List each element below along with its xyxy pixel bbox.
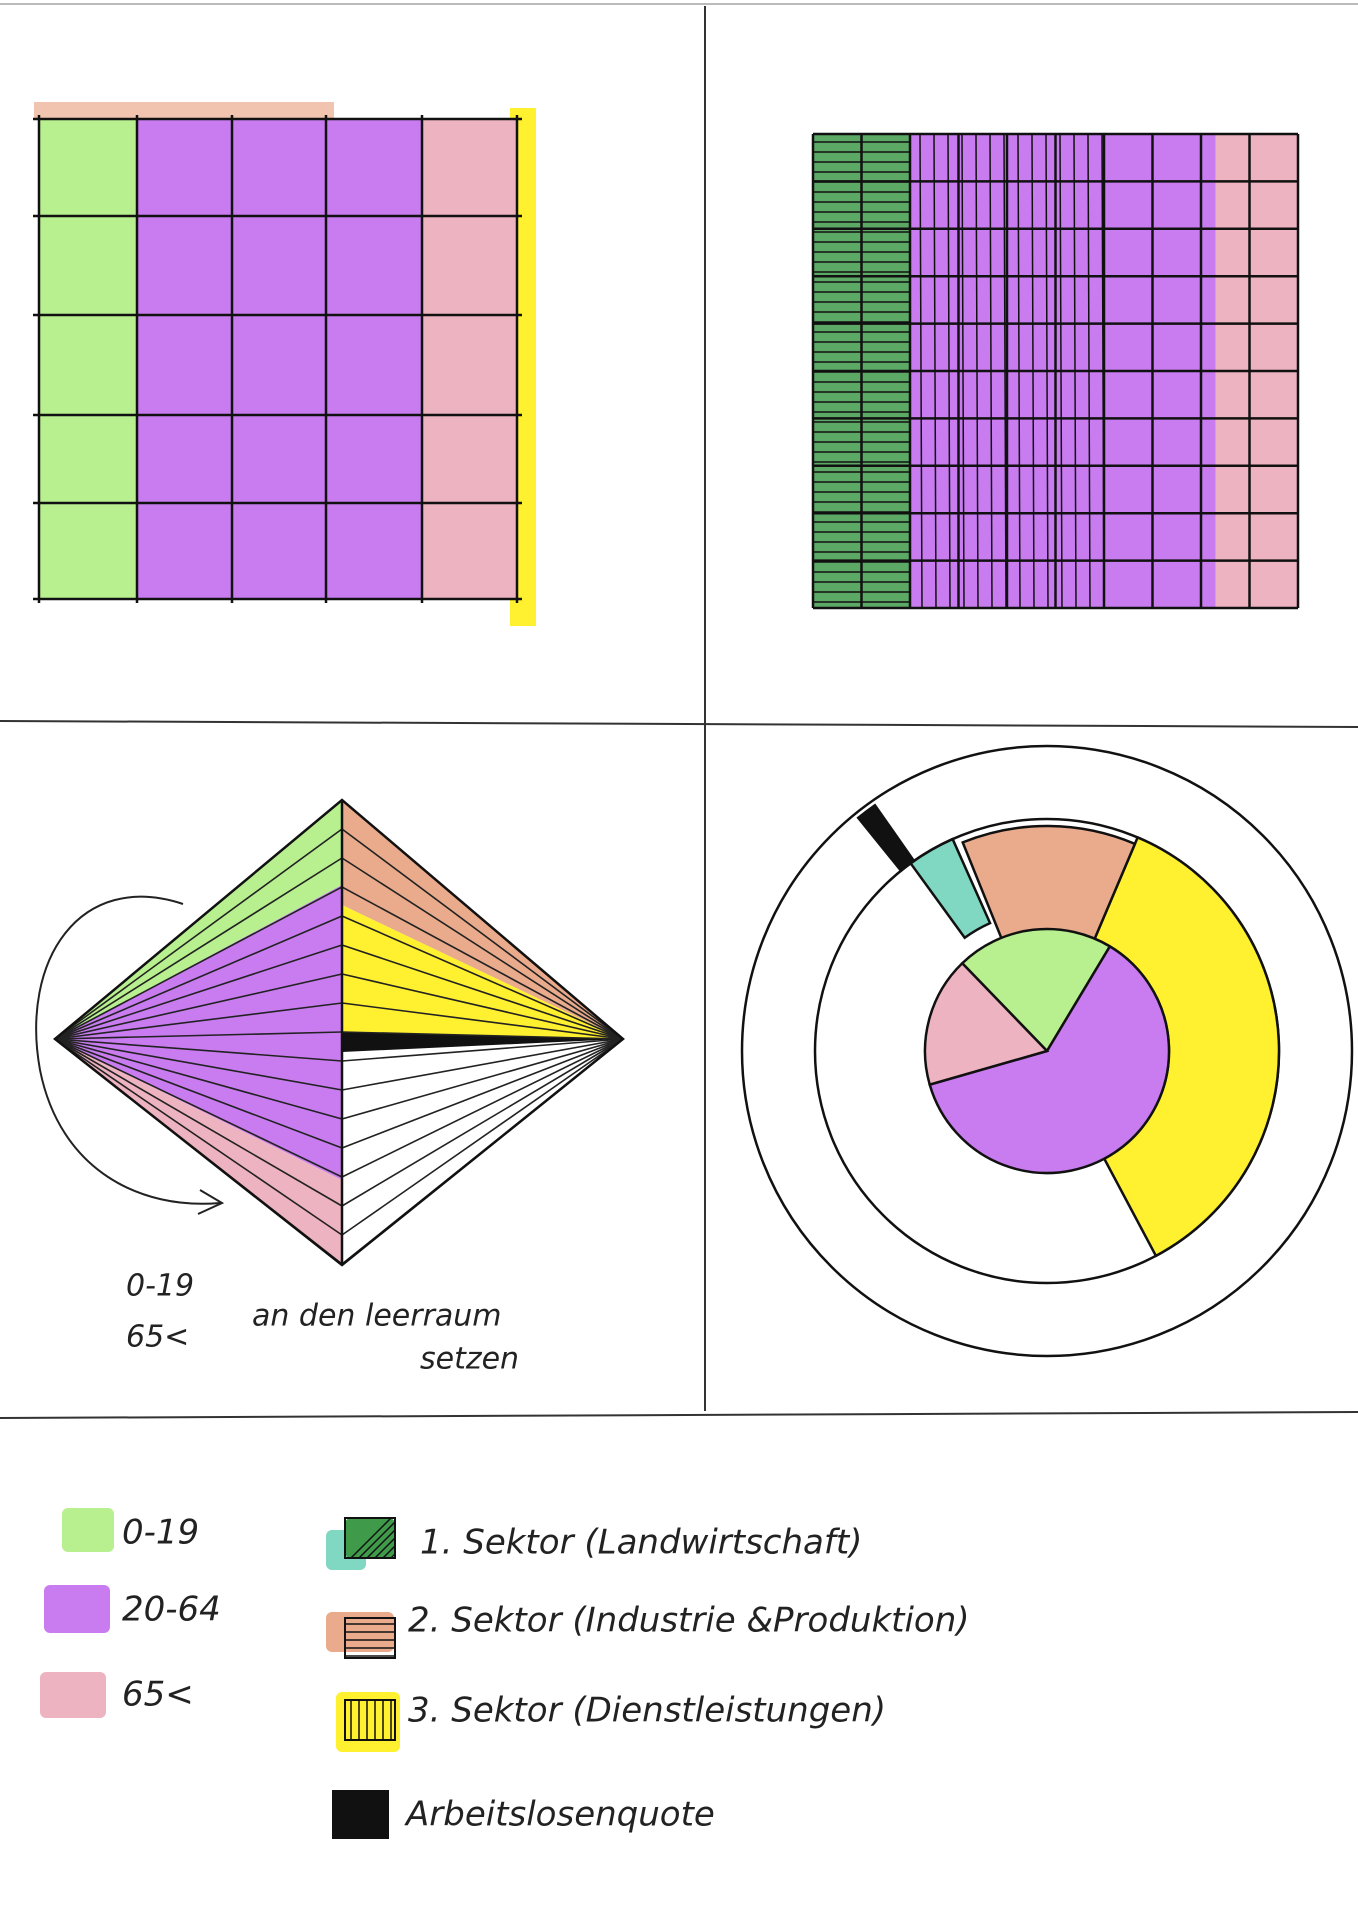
hatch <box>975 133 979 609</box>
hatch <box>1045 133 1049 609</box>
panel-diamond <box>35 798 625 1267</box>
hatch <box>366 1529 396 1559</box>
hatch <box>1017 133 1021 609</box>
legend-label: 20-64 <box>122 1590 221 1630</box>
hatch <box>1003 133 1007 609</box>
age-wedge <box>928 944 1171 1175</box>
fan-line <box>54 886 343 1040</box>
fan-line <box>341 857 624 1040</box>
hatch <box>374 1537 396 1559</box>
fan-line <box>54 828 343 1040</box>
legend-label: 2. Sektor (Industrie &Produktion) <box>408 1601 970 1641</box>
sector-segment <box>908 837 992 940</box>
legend-swatch <box>336 1692 400 1752</box>
legend-label: 1. Sektor (Landwirtschaft) <box>420 1523 862 1563</box>
fan-line <box>341 1038 624 1091</box>
fan-line <box>54 915 343 1040</box>
rotate-arrow <box>35 895 221 1205</box>
divider-horizontal <box>0 720 1358 728</box>
fan-line <box>341 1002 624 1040</box>
unemployment-segment <box>856 803 916 873</box>
fan-line <box>54 944 343 1040</box>
hatch <box>1087 133 1091 609</box>
fan-fill <box>55 885 342 1180</box>
legend-label: Arbeitslosenquote <box>404 1795 715 1835</box>
swatch-box <box>344 1617 396 1659</box>
fan-line <box>341 1031 624 1040</box>
legend-label: 0-19 <box>122 1513 199 1553</box>
legend-swatch <box>332 1790 389 1839</box>
marker-stroke <box>34 102 334 120</box>
hatch <box>1059 133 1063 609</box>
fan-line <box>341 944 624 1040</box>
fan-line <box>341 915 624 1040</box>
fan-line <box>341 1038 624 1236</box>
legend-swatch <box>44 1585 110 1633</box>
fan-line <box>54 1038 343 1207</box>
fan-line <box>54 1038 343 1236</box>
unemployment-band <box>342 1032 623 1052</box>
fan-line <box>341 1038 624 1207</box>
fan-line <box>54 1038 343 1120</box>
fan-line <box>54 1038 343 1091</box>
fan-line <box>341 1038 624 1120</box>
fan-line <box>54 1002 343 1040</box>
fan-line <box>54 1038 343 1062</box>
swatch-box <box>344 1699 396 1741</box>
hatch <box>350 1517 392 1559</box>
legend-swatch <box>40 1672 106 1718</box>
hatch <box>1101 133 1105 609</box>
note-text: an den leerraum <box>252 1299 502 1334</box>
note-text: setzen <box>420 1342 519 1377</box>
fan-fill <box>342 905 623 1039</box>
fan-line <box>54 1038 343 1149</box>
fan-line <box>54 1031 343 1040</box>
legend <box>40 1508 400 1839</box>
diamond-outline <box>53 798 625 1267</box>
legend-label: 65< <box>122 1675 194 1715</box>
age-fill <box>422 119 517 599</box>
legend-label: 3. Sektor (Dienstleistungen) <box>408 1691 886 1731</box>
legend-swatch <box>62 1508 114 1552</box>
fan-line <box>54 857 343 1040</box>
fan-line <box>341 973 624 1040</box>
hatch <box>933 133 937 609</box>
fan-line <box>341 1038 624 1062</box>
panel-grid-sector <box>811 132 1300 610</box>
panel-donut <box>740 744 1354 1358</box>
divider-bottom <box>0 1411 1358 1419</box>
fan-line <box>341 886 624 1040</box>
hatch <box>989 133 993 609</box>
hatch <box>390 1553 396 1559</box>
hatch <box>947 133 951 609</box>
outer-ring <box>740 744 1354 1358</box>
hatch <box>919 133 923 609</box>
age-wedge <box>923 961 1050 1087</box>
age-fill <box>137 119 422 599</box>
hatch <box>961 133 965 609</box>
fan-line <box>341 1038 624 1178</box>
panel-grid-age <box>33 102 536 626</box>
hatch <box>358 1521 396 1559</box>
hatch <box>382 1545 396 1559</box>
note-text: 0-19 <box>126 1269 194 1304</box>
hatch <box>1073 133 1077 609</box>
fan-line <box>54 1038 343 1178</box>
arrow-head <box>197 1189 225 1215</box>
hatch <box>1031 133 1035 609</box>
note-text: 65< <box>126 1320 189 1355</box>
age-fill <box>39 119 137 599</box>
fan-line <box>341 828 624 1040</box>
fan-line <box>341 1038 624 1149</box>
age-wedge <box>960 927 1112 1054</box>
fan-line <box>54 973 343 1040</box>
